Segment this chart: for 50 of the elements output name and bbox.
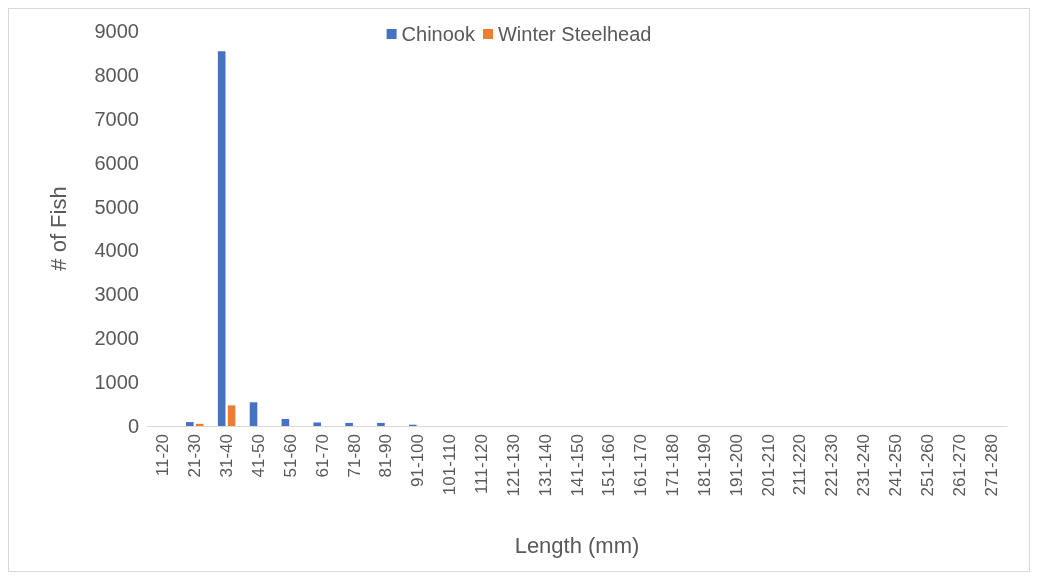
x-tick-label: 221-230 (822, 434, 842, 497)
bar (195, 423, 204, 426)
bar (345, 422, 353, 426)
bar (281, 418, 290, 426)
y-tick-label: 1000 (94, 371, 139, 394)
x-tick-label: 131-140 (535, 434, 555, 497)
y-tick-label: 2000 (94, 327, 139, 350)
x-tick-label: 11-20 (153, 434, 173, 477)
x-tick-label: 211-220 (790, 434, 810, 496)
y-axis-title: # of Fish (45, 186, 71, 271)
x-tick-label: 51-60 (280, 434, 300, 478)
x-tick-label: 21-30 (185, 434, 205, 478)
x-tick-label: 141-150 (567, 434, 587, 497)
y-tick-label: 9000 (94, 20, 139, 42)
x-tick-label: 91-100 (408, 434, 428, 487)
x-tick-label: 201-210 (758, 434, 778, 497)
x-tick-label: 71-80 (344, 434, 364, 478)
bar (227, 405, 236, 426)
x-tick-label: 161-170 (631, 434, 651, 497)
legend-label: Winter Steelhead (497, 23, 652, 45)
x-tick-label: 251-260 (917, 434, 937, 497)
bar (186, 422, 194, 426)
x-tick-label: 191-200 (726, 434, 746, 497)
y-tick-label: 6000 (94, 151, 139, 174)
bar (313, 422, 322, 426)
bar (217, 51, 226, 426)
bar (377, 422, 385, 426)
bar (249, 402, 258, 426)
x-tick-label: 121-130 (503, 434, 523, 497)
x-tick-label: 61-70 (312, 434, 332, 478)
x-tick-label: 261-270 (949, 434, 969, 497)
x-axis-title: Length (mm) (514, 532, 640, 558)
y-tick-label: 5000 (94, 195, 139, 218)
x-tick-label: 41-50 (248, 434, 268, 478)
legend-label: Chinook (401, 23, 476, 45)
y-tick-label: 4000 (94, 239, 139, 262)
x-tick-label: 111-120 (471, 434, 491, 494)
y-tick-label: 8000 (94, 63, 139, 86)
x-tick-label: 151-160 (599, 434, 619, 497)
x-tick-label: 171-180 (663, 434, 683, 497)
x-tick-label: 271-280 (981, 434, 1001, 497)
y-tick-label: 0 (127, 415, 139, 437)
x-tick-label: 241-250 (886, 434, 906, 497)
x-tick-label: 101-110 (440, 434, 460, 496)
x-tick-label: 81-90 (376, 434, 396, 478)
y-tick-label: 7000 (94, 107, 139, 130)
x-tick-label: 181-190 (694, 434, 714, 497)
y-tick-label: 3000 (94, 283, 139, 306)
x-tick-label: 231-240 (854, 434, 874, 497)
x-tick-label: 31-40 (217, 434, 237, 478)
